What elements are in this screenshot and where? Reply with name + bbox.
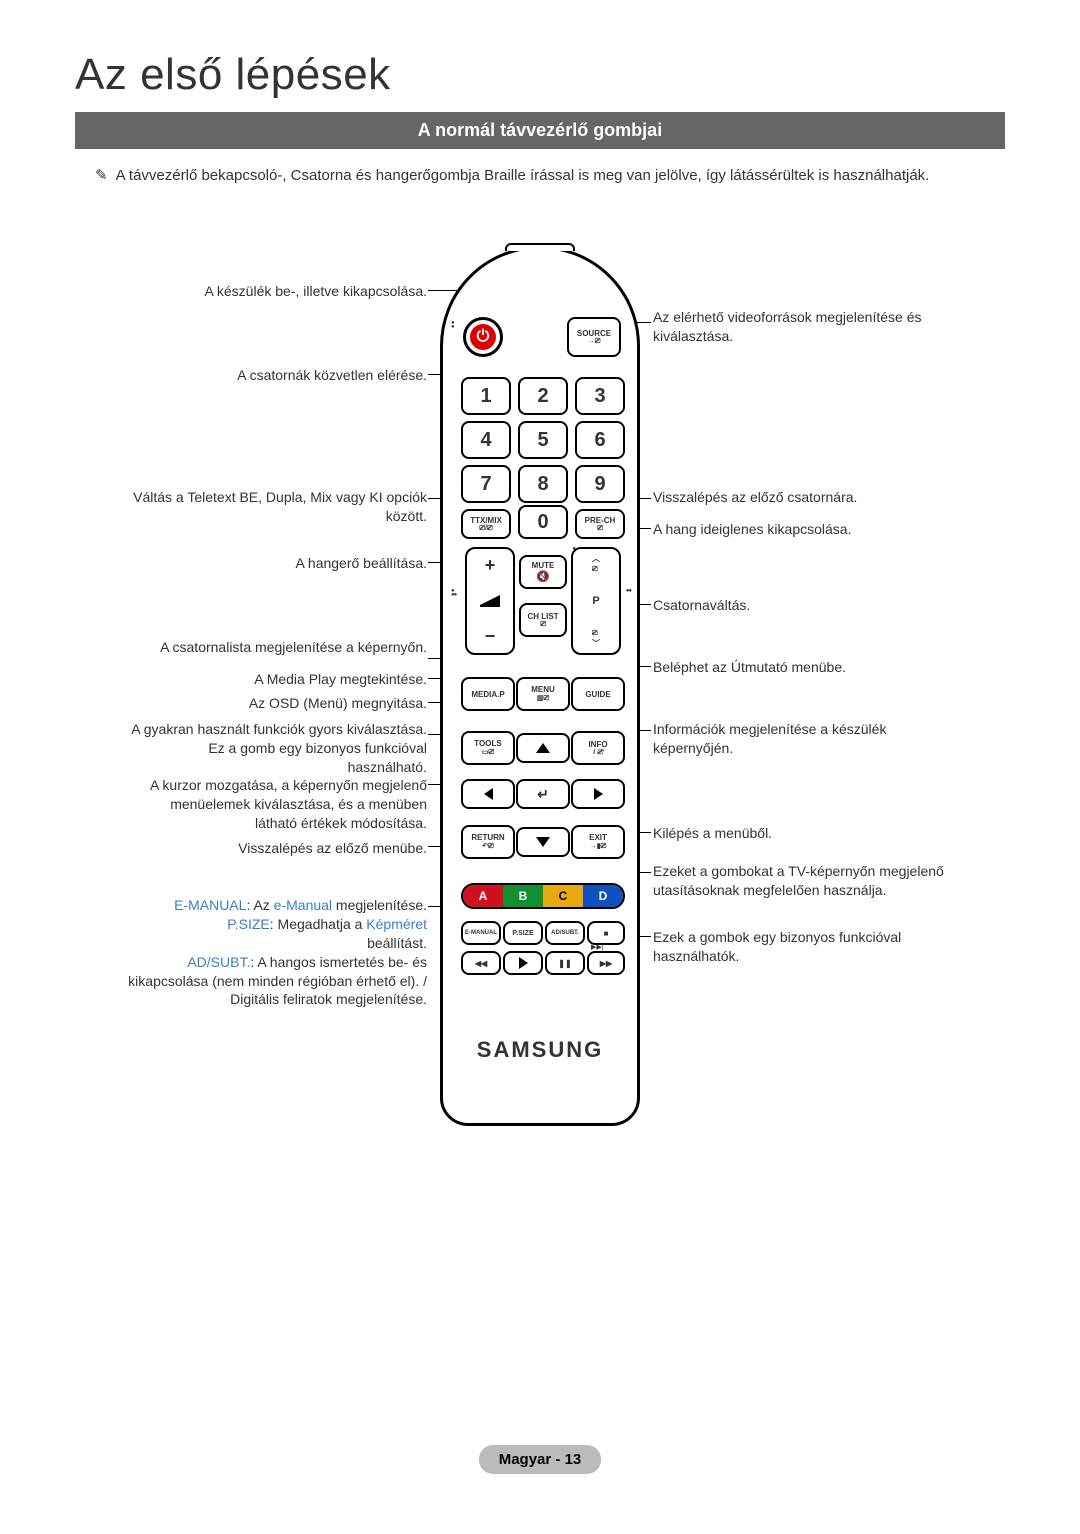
channel-rocker[interactable]: ︿⎚ P ⎚﹀ [571,547,621,655]
speaker-icon [480,595,500,607]
pause-button[interactable]: ❚❚ [545,951,585,975]
label-prech: Visszalépés az előző csatornára. [653,488,963,507]
mute-button[interactable]: MUTE 🔇 [519,555,567,589]
label-emanual-group: E-MANUAL: Az e-Manual megjelenítése. P.S… [127,896,427,1009]
source-label: SOURCE [577,329,611,338]
key-6[interactable]: 6 [575,421,625,459]
ch-down-icon: ⎚﹀ [592,628,600,649]
brand-logo: SAMSUNG [443,1037,637,1063]
remote-body: ●● ⏻ SOURCE →⎚ 1 2 3 4 5 6 7 8 9 TTX/MIX… [440,246,640,1126]
power-button[interactable]: ⏻ [463,317,503,357]
label-colorbtns: Ezeket a gombokat a TV-képernyőn megjele… [653,862,963,900]
key-3[interactable]: 3 [575,377,625,415]
label-volume: A hangerő beállítása. [127,554,427,573]
note-icon: ✎ [95,165,108,186]
enter-icon: ↵ [537,786,549,803]
label-info: Információk megjelenítése a készülék kép… [653,720,963,758]
ch-list-button[interactable]: CH LIST⎚ [519,603,567,637]
braille-note: ✎ A távvezérlő bekapcsoló-, Csatorna és … [75,165,1005,186]
label-mute: A hang ideiglenes kikapcsolása. [653,520,963,539]
nav-left-button[interactable] [461,779,515,809]
ff-icon: ▶▶ [600,959,612,968]
pause-icon: ❚❚ [558,959,571,968]
label-power: A készülék be-, illetve kikapcsolása. [127,282,427,301]
media-p-button[interactable]: MEDIA.P [461,677,515,711]
label-ttx: Váltás a Teletext BE, Dupla, Mix vagy KI… [127,488,427,526]
menu-button[interactable]: MENU▥⎚ [516,677,570,711]
right-icon [594,788,603,800]
power-icon: ⏻ [470,324,496,350]
volume-rocker[interactable]: + − [465,547,515,655]
label-source: Az elérhető videoforrások megjelenítése … [653,308,963,346]
label-return: Visszalépés az előző menübe. [127,839,427,858]
ir-window [505,243,575,251]
psize-button[interactable]: P.SIZE [503,921,543,945]
key-0[interactable]: 0 [518,505,568,539]
rewind-icon: ◀◀ [475,959,487,968]
label-tools: A gyakran használt funkciók gyors kivála… [127,720,427,777]
left-icon [484,788,493,800]
nav-down-button[interactable] [516,827,570,857]
color-b-button[interactable]: B [503,885,543,907]
emanual-key-label: E-MANUAL [174,897,246,913]
info-button[interactable]: INFOi ⎚ [571,731,625,765]
key-9[interactable]: 9 [575,465,625,503]
key-8[interactable]: 8 [518,465,568,503]
label-exit: Kilépés a menüből. [653,824,963,843]
channel-p-label: P [592,595,599,607]
key-1[interactable]: 1 [461,377,511,415]
color-a-button[interactable]: A [463,885,503,907]
rewind-button[interactable]: ◀◀ [461,951,501,975]
source-button[interactable]: SOURCE →⎚ [567,317,621,357]
tools-button[interactable]: TOOLS▭⎚ [461,731,515,765]
section-title-bar: A normál távvezérlő gombjai [75,112,1005,149]
key-2[interactable]: 2 [518,377,568,415]
color-d-button[interactable]: D [583,885,623,907]
color-buttons[interactable]: A B C D [461,883,625,909]
pre-ch-button[interactable]: PRE-CH⎚ [575,509,625,539]
e-manual-button[interactable]: E-MANUAL [461,921,501,945]
nav-right-button[interactable] [571,779,625,809]
psize-key-label: P.SIZE [227,916,270,932]
label-chlist: A csatornalista megjelenítése a képernyő… [127,638,427,657]
play-button[interactable] [503,951,543,975]
label-cursor: A kurzor mozgatása, a képernyőn megjelen… [127,776,427,833]
label-mediap: A Media Play megtekintése. [127,670,427,689]
nav-up-button[interactable] [516,733,570,763]
label-channel: Csatornaváltás. [653,596,963,615]
page-title: Az első lépések [75,50,1005,100]
color-c-button[interactable]: C [543,885,583,907]
key-5[interactable]: 5 [518,421,568,459]
key-4[interactable]: 4 [461,421,511,459]
adsubt-key-label: AD/SUBT. [187,954,250,970]
return-button[interactable]: RETURN↶⎚ [461,825,515,859]
key-7[interactable]: 7 [461,465,511,503]
note-text: A távvezérlő bekapcsoló-, Csatorna és ha… [116,165,930,186]
guide-button[interactable]: GUIDE [571,677,625,711]
ttx-mix-button[interactable]: TTX/MIX⎚/⎚ [461,509,511,539]
label-menu: Az OSD (Menü) megnyitása. [127,694,427,713]
ch-up-icon: ︿⎚ [592,553,600,574]
label-guide: Beléphet az Útmutató menübe. [653,658,963,677]
exit-button[interactable]: EXIT→▮⎚ [571,825,625,859]
up-icon [536,743,550,753]
vol-up-icon: + [485,555,496,576]
label-direct: A csatornák közvetlen elérése. [127,366,427,385]
label-transport: Ezek a gombok egy bizonyos funkcióval ha… [653,928,963,966]
stop-button[interactable]: ■ [587,921,625,945]
ad-subt-button[interactable]: AD/SUBT. [545,921,585,945]
down-icon [536,837,550,847]
vol-down-icon: − [485,626,496,647]
stop-icon: ■ [604,929,609,938]
page-footer: Magyar - 13 [0,1445,1080,1474]
play-icon [519,957,528,969]
enter-button[interactable]: ↵ [516,779,570,809]
page-number: Magyar - 13 [479,1445,602,1474]
fast-forward-button[interactable]: ▶▶ [587,951,625,975]
remote-diagram: A készülék be-, illetve kikapcsolása. A … [75,226,1005,1146]
